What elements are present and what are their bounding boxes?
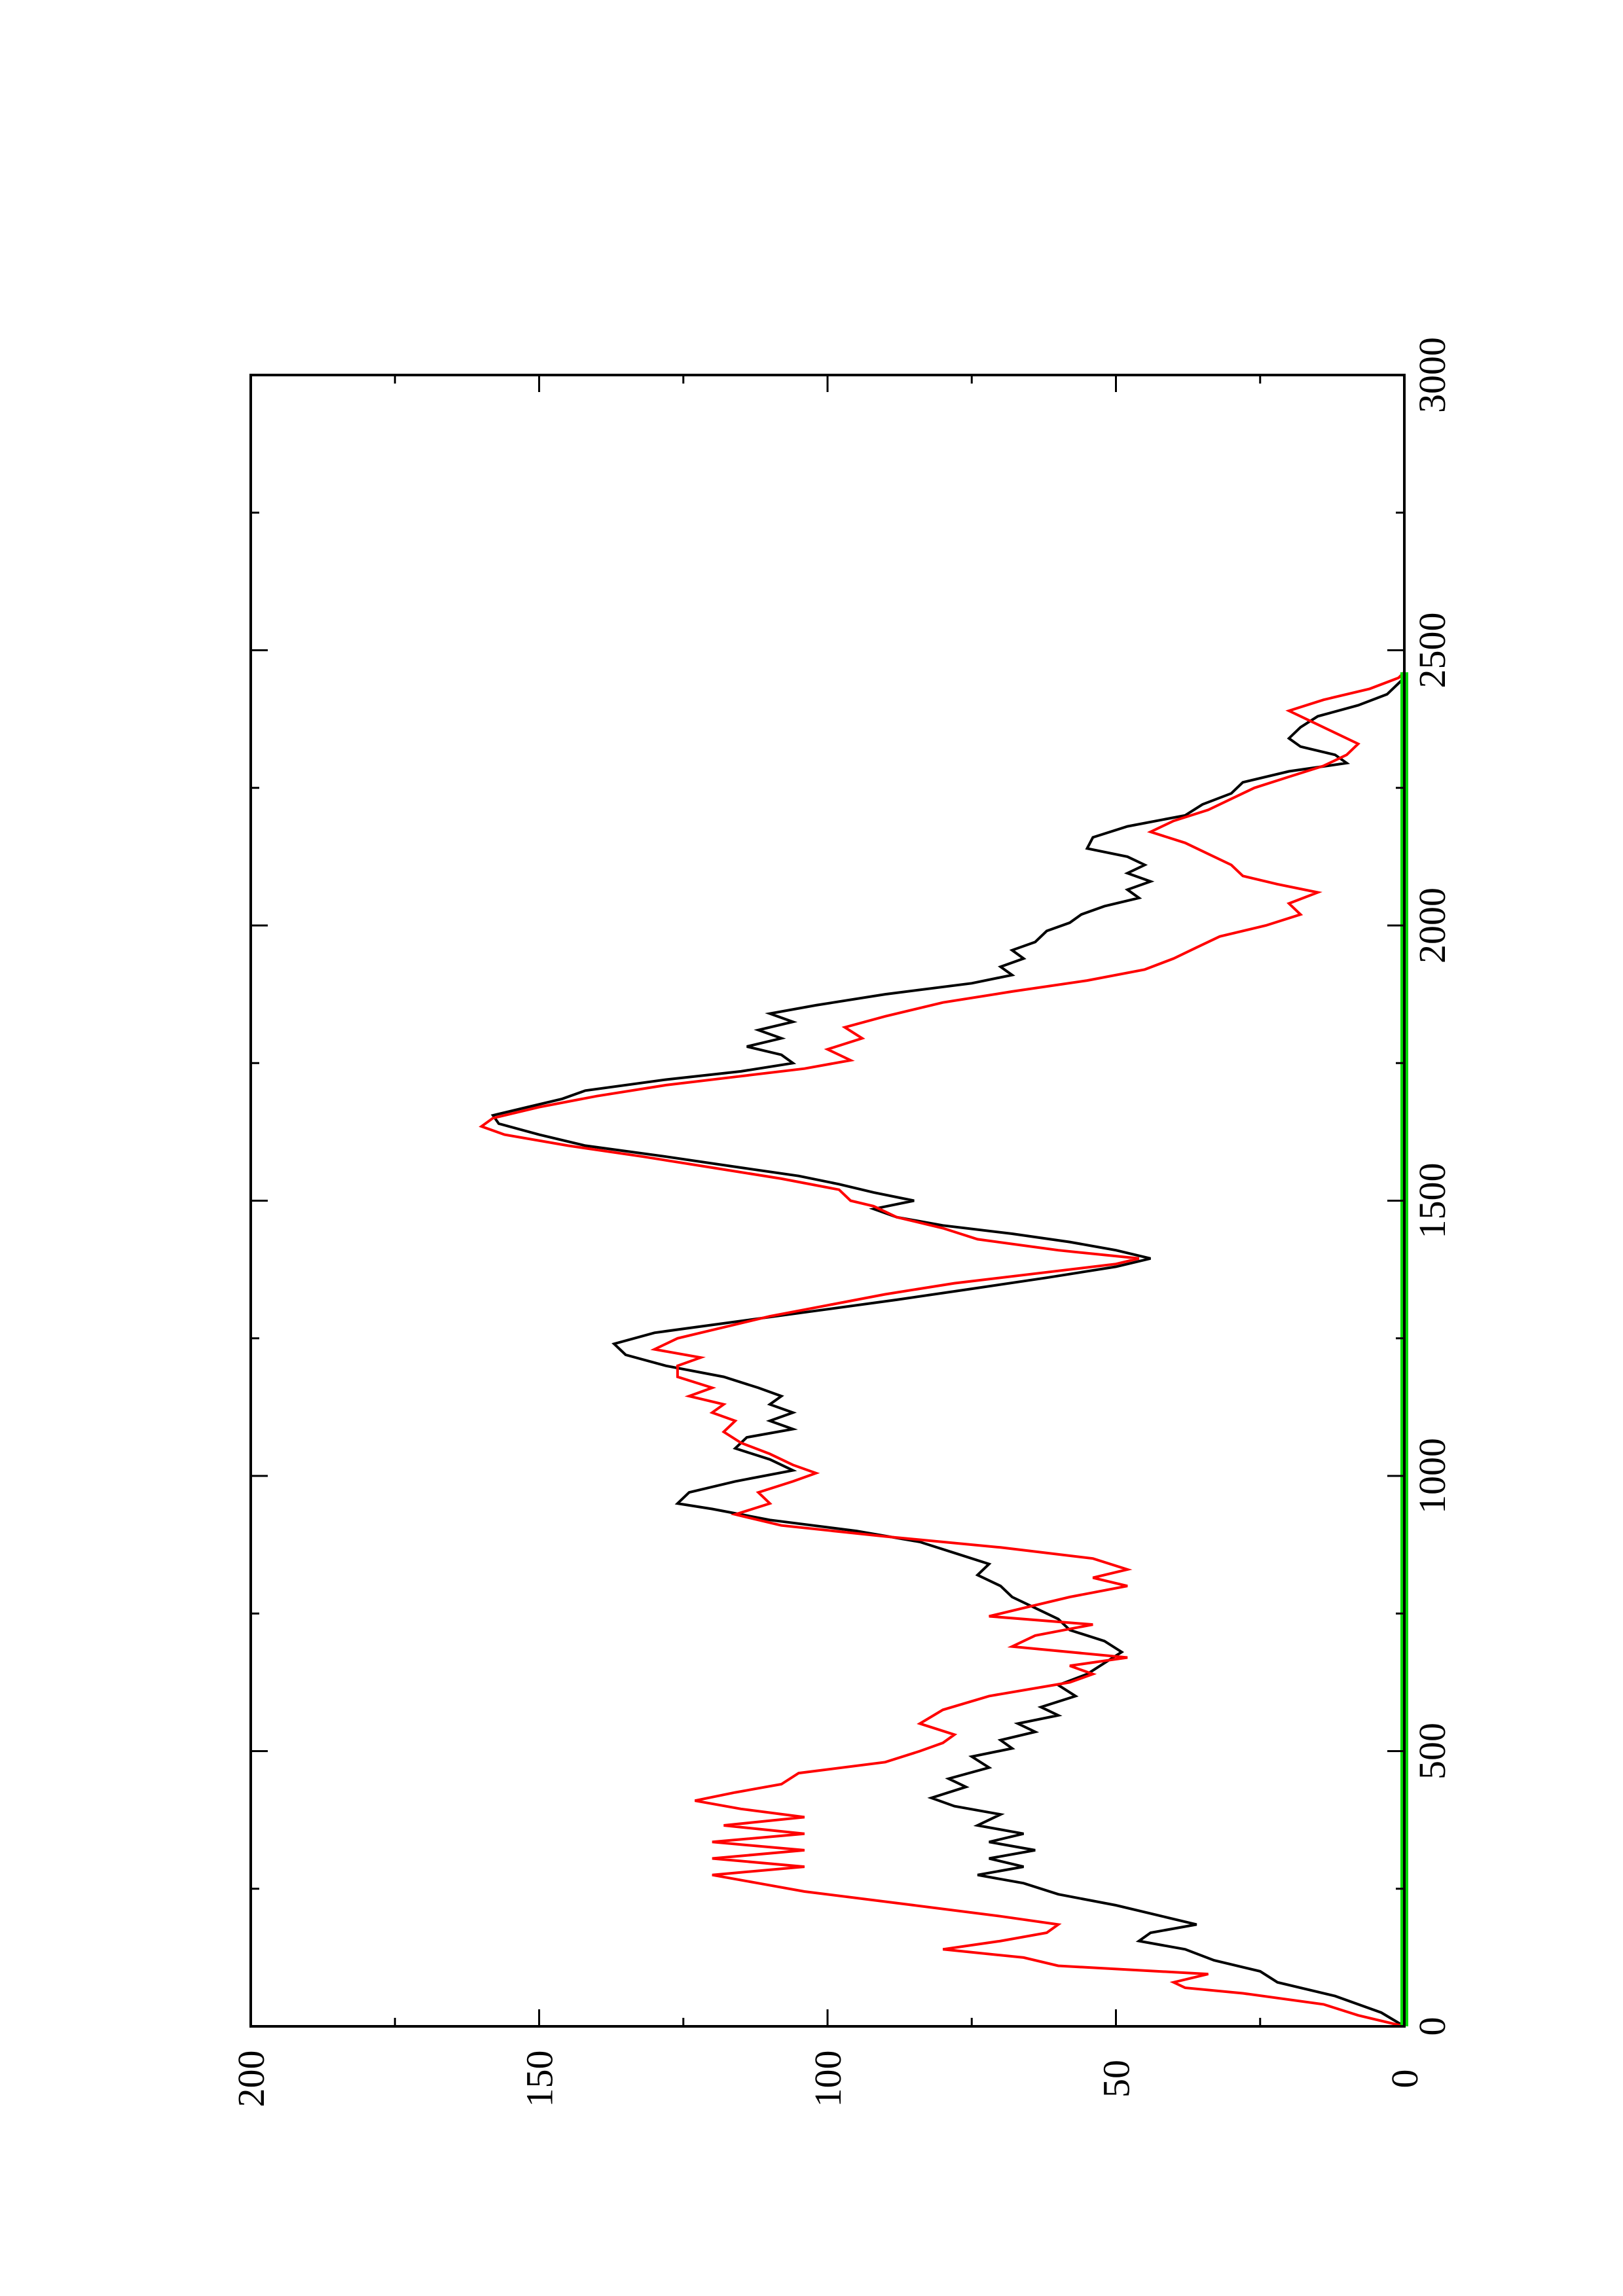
series-line-2 (479, 671, 1406, 2028)
y-tick-label: 100 (807, 2051, 849, 2108)
y-tick-label: 150 (519, 2051, 561, 2108)
x-tick-label: 0 (1411, 2017, 1453, 2036)
y-tick-label: 0 (1383, 2070, 1426, 2089)
x-tick-label: 3000 (1411, 337, 1453, 413)
x-tick-label: 1000 (1411, 1438, 1453, 1514)
label-layer: 0 500 1000 1500 2000 2500 3000 0 50 100 150 200 (230, 337, 1453, 2108)
tick-layer (249, 374, 1406, 2028)
x-tick-label: 2500 (1411, 613, 1453, 689)
y-tick-label: 200 (230, 2051, 272, 2108)
series-line-1 (490, 677, 1406, 2028)
x-tick-label: 500 (1411, 1723, 1453, 1780)
x-tick-label: 1500 (1411, 1163, 1453, 1239)
y-tick-label: 50 (1095, 2060, 1138, 2098)
x-tick-label: 2000 (1411, 888, 1453, 963)
